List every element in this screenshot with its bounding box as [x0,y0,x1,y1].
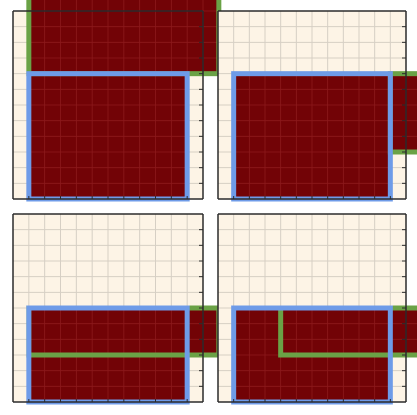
filled-block [390,73,417,152]
board-panel-3[interactable] [12,213,222,405]
filled-block [280,308,417,355]
right-tick-marks [28,229,203,402]
board-panel-4[interactable] [217,213,417,405]
right-tick-marks [233,26,406,199]
right-tick-marks [233,229,406,402]
board-panel-1[interactable] [12,0,222,202]
block-grid [28,73,188,199]
block-grid [233,73,391,199]
board-panel-2[interactable] [217,10,417,202]
right-tick-marks [28,26,203,199]
